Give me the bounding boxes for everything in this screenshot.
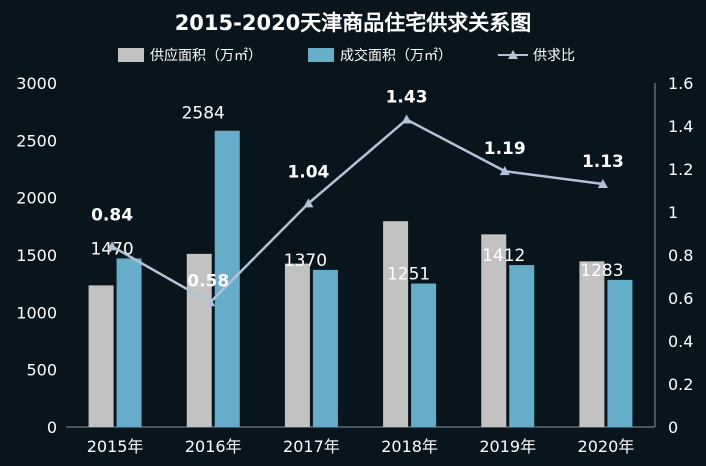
bar-deal-value-label: 1283: [580, 261, 623, 281]
bar-supply: [383, 221, 409, 427]
y-left-tick-label: 1000: [16, 303, 57, 322]
bar-deal-value-label: 1370: [284, 251, 327, 271]
bar-deal: [607, 279, 633, 427]
y-left-tick-label: 3000: [16, 74, 57, 93]
y-left-tick-label: 2500: [16, 131, 57, 150]
chart-title: 2015-2020天津商品住宅供求关系图: [175, 11, 532, 35]
ratio-point: [107, 241, 118, 251]
bar-deal-value-label: 1412: [482, 246, 525, 266]
bar-deal: [509, 265, 535, 427]
ratio-value-label: 1.43: [386, 88, 428, 108]
bar-deal-value-label: 1251: [387, 265, 430, 285]
ratio-point: [597, 179, 608, 189]
bar-supply: [88, 285, 114, 427]
bar-deal: [214, 130, 240, 427]
ratio-point: [499, 166, 510, 176]
y-left-tick-label: 1500: [16, 246, 57, 265]
y-left-tick-label: 500: [26, 361, 57, 380]
ratio-point: [303, 198, 314, 208]
legend-marker-ratio: [508, 50, 518, 59]
y-right-tick-label: 0.2: [668, 375, 693, 394]
ratio-line: [111, 118, 604, 304]
ratio-value-label: 1.13: [582, 152, 624, 172]
legend-label-deal: 成交面积（万㎡）: [340, 47, 452, 64]
bar-supply: [186, 253, 212, 427]
legend-label-ratio: 供求比: [533, 48, 575, 64]
y-right-tick-label: 0.4: [668, 332, 693, 351]
y-left-tick-label: 2000: [16, 189, 57, 208]
y-right-tick-label: 0: [668, 418, 678, 437]
legend-label-supply: 供应面积（万㎡）: [150, 47, 262, 64]
ratio-value-label: 1.04: [287, 162, 329, 182]
y-left-tick-label: 0: [47, 418, 57, 437]
x-tick-label: 2020年: [578, 437, 635, 456]
y-right-tick-label: 1.4: [668, 117, 693, 136]
y-right-tick-label: 1: [668, 203, 678, 222]
x-tick-label: 2019年: [479, 437, 536, 456]
bar-deal: [411, 283, 437, 427]
bar-deal: [312, 269, 338, 427]
x-tick-label: 2016年: [185, 437, 242, 456]
ratio-point: [401, 114, 412, 124]
y-right-tick-label: 0.6: [668, 289, 693, 308]
y-right-tick-label: 1.6: [668, 74, 693, 93]
y-right-tick-label: 1.2: [668, 160, 693, 179]
ratio-point: [205, 297, 216, 307]
bar-deal-value-label: 2584: [182, 104, 225, 124]
bar-supply: [481, 234, 507, 427]
ratio-value-label: 0.84: [91, 205, 133, 225]
legend-swatch-supply: [118, 48, 144, 62]
bar-deal: [116, 258, 142, 427]
ratio-value-label: 1.19: [484, 139, 526, 159]
x-tick-label: 2015年: [87, 437, 144, 456]
y-right-tick-label: 0.8: [668, 246, 693, 265]
x-tick-label: 2017年: [283, 437, 340, 456]
bar-supply: [579, 261, 605, 427]
ratio-value-label: 0.58: [187, 271, 229, 291]
legend-swatch-deal: [308, 48, 334, 62]
x-tick-label: 2018年: [381, 437, 438, 456]
bar-supply: [284, 263, 310, 427]
